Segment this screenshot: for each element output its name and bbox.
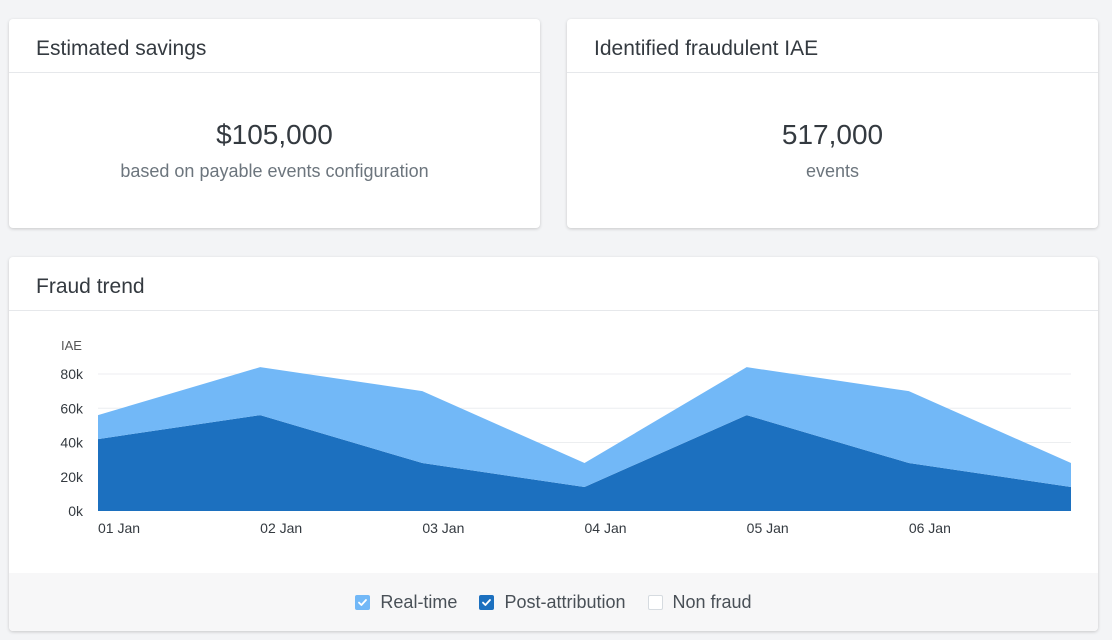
y-tick-label: 0k bbox=[68, 503, 84, 519]
fraud-trend-title: Fraud trend bbox=[9, 257, 1098, 311]
y-axis-label: IAE bbox=[61, 338, 82, 353]
area-real-time bbox=[98, 367, 1071, 488]
legend-label-non-fraud: Non fraud bbox=[672, 591, 752, 612]
legend-item-real-time[interactable]: Real-time bbox=[355, 592, 457, 613]
y-tick-label: 60k bbox=[60, 400, 84, 416]
x-tick-label: 05 Jan bbox=[747, 520, 789, 536]
fraudulent-iae-subtitle: events bbox=[805, 161, 860, 181]
estimated-savings-value: $105,000 bbox=[216, 119, 333, 150]
estimated-savings-subtitle: based on payable events configuration bbox=[120, 161, 429, 181]
fraudulent-iae-title: Identified fraudulent IAE bbox=[567, 19, 1098, 73]
fraudulent-iae-value: 517,000 bbox=[781, 119, 884, 150]
x-tick-label: 02 Jan bbox=[260, 520, 302, 536]
x-tick-label: 06 Jan bbox=[909, 520, 951, 536]
y-tick-label: 20k bbox=[60, 469, 84, 485]
fraud-trend-chart: IAE 0k 20k 40k 60k 80k 01 Jan 02 Jan 03 Jan 04 J… bbox=[60, 338, 1071, 536]
legend-item-non-fraud[interactable]: Non fraud bbox=[647, 591, 752, 613]
legend-label-real-time: Real-time bbox=[380, 591, 458, 612]
fraudulent-iae-card: Identified fraudulent IAE 517,000 events bbox=[567, 19, 1098, 228]
estimated-savings-card: Estimated savings $105,000 based on paya… bbox=[9, 19, 540, 228]
x-tick-label: 04 Jan bbox=[585, 520, 627, 536]
estimated-savings-title: Estimated savings bbox=[9, 19, 540, 73]
chart-legend: Real-time Post-attribution Non fraud bbox=[9, 573, 1098, 631]
x-tick-label: 01 Jan bbox=[98, 520, 140, 536]
x-tick-label: 03 Jan bbox=[422, 520, 464, 536]
area-post-attribution bbox=[98, 415, 1071, 511]
legend-item-post-attribution[interactable]: Post-attribution bbox=[479, 591, 626, 613]
y-tick-label: 80k bbox=[60, 366, 84, 382]
chart-axes: IAE 0k 20k 40k 60k 80k 01 Jan 02 Jan 03 Jan 04 J… bbox=[60, 338, 950, 536]
post-attribution-checkbox[interactable] bbox=[479, 594, 495, 610]
chart-areas bbox=[98, 367, 1071, 511]
legend-label-post-attribution: Post-attribution bbox=[504, 591, 626, 612]
y-tick-label: 40k bbox=[60, 435, 84, 451]
real-time-checkbox[interactable] bbox=[355, 594, 371, 610]
non-fraud-checkbox[interactable] bbox=[647, 594, 663, 610]
fraud-trend-card: Fraud trend IAE 0k 20k 40k 60k 80k 01 Jan 02 J… bbox=[9, 257, 1098, 631]
